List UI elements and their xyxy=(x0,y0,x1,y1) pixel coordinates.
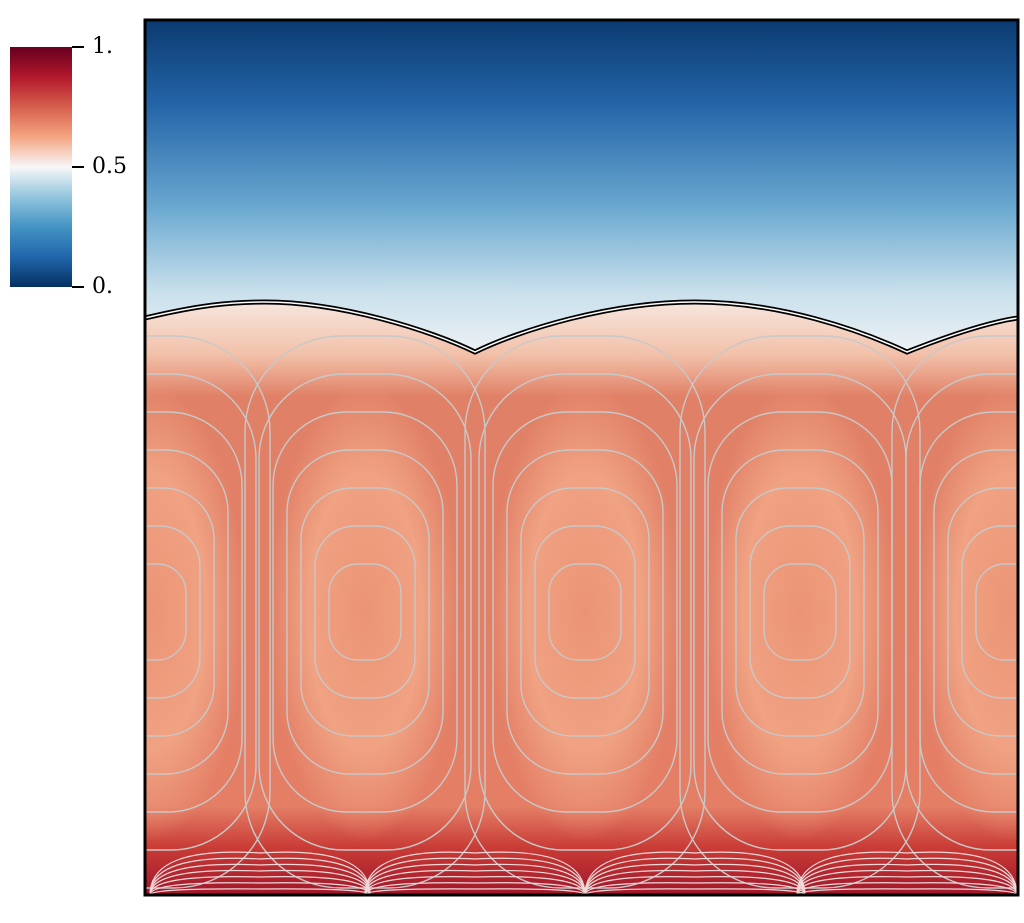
contour-line xyxy=(149,888,371,895)
cell-core xyxy=(145,382,245,842)
contour-line xyxy=(534,525,636,699)
contour-line xyxy=(149,851,371,895)
cell-core xyxy=(917,382,1018,842)
contour-line xyxy=(548,563,622,661)
contour-line xyxy=(145,373,257,851)
colorbar-ticks: 1. 0.5 0. xyxy=(72,34,127,299)
contour-line xyxy=(314,525,416,699)
contour-line xyxy=(364,851,586,895)
contour-line xyxy=(149,857,371,895)
plot-frame xyxy=(143,18,1020,897)
cells xyxy=(145,335,1018,895)
contour-line xyxy=(272,411,458,813)
contour-line xyxy=(478,373,692,851)
contour-line xyxy=(905,373,1018,851)
interface-line xyxy=(145,301,1018,353)
colorbar xyxy=(10,47,72,287)
contour-line xyxy=(364,857,586,895)
contour-line xyxy=(749,525,851,699)
contour-line xyxy=(145,525,201,699)
contour-line xyxy=(145,563,187,661)
contour-line xyxy=(364,863,586,895)
contour-line xyxy=(735,487,865,737)
contour-line xyxy=(492,411,678,813)
cell-core xyxy=(490,382,680,842)
contour-line xyxy=(796,869,1018,895)
contour-line xyxy=(364,869,586,895)
contour-line xyxy=(145,411,243,813)
contour-line xyxy=(584,863,806,895)
contour-line xyxy=(796,851,1018,895)
contour-line xyxy=(947,487,1018,737)
contour-line xyxy=(796,876,1018,895)
contour-line xyxy=(506,449,664,775)
contour-line xyxy=(149,863,371,895)
contour-line xyxy=(145,449,229,775)
contour-line xyxy=(520,487,650,737)
contour-line xyxy=(584,857,806,895)
field xyxy=(145,20,1018,895)
contour-line xyxy=(149,869,371,895)
contour-line xyxy=(796,857,1018,895)
contour-line xyxy=(721,449,879,775)
colorbar-tick-label: 0.5 xyxy=(92,154,127,179)
contour-line xyxy=(975,563,1018,661)
contour-line xyxy=(796,882,1018,895)
contour-line xyxy=(933,449,1018,775)
contour-line xyxy=(891,335,1018,889)
contour-line xyxy=(364,882,586,895)
contour-line xyxy=(300,487,430,737)
contour-line xyxy=(286,449,444,775)
contour-line xyxy=(584,851,806,895)
cell-core xyxy=(705,382,895,842)
contour-line xyxy=(149,876,371,895)
contour-line xyxy=(584,869,806,895)
contour-line xyxy=(919,411,1018,813)
colorbar-tick-label: 0. xyxy=(92,274,113,299)
contour-line xyxy=(584,876,806,895)
contour-line xyxy=(364,888,586,895)
contour-line xyxy=(258,373,472,851)
contour-line xyxy=(328,563,402,661)
contour-line xyxy=(149,882,371,895)
cell-core xyxy=(270,382,460,842)
contour-line xyxy=(796,888,1018,895)
contour-line xyxy=(961,525,1018,699)
contour-line xyxy=(145,487,215,737)
contour-line xyxy=(796,863,1018,895)
contour-line xyxy=(364,876,586,895)
contour-line xyxy=(584,888,806,895)
contour-line xyxy=(763,563,837,661)
colorbar-tick-label: 1. xyxy=(92,34,113,59)
contour-line xyxy=(584,882,806,895)
